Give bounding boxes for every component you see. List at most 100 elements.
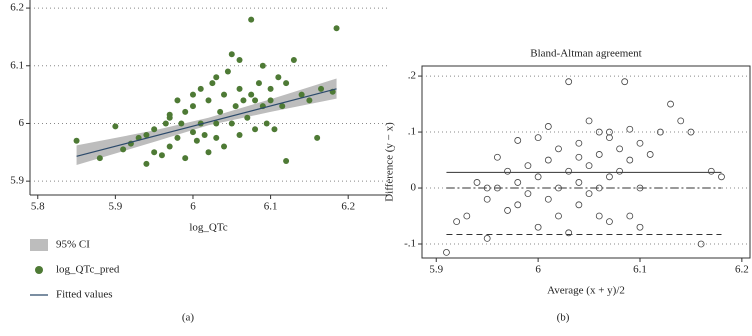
data-point — [221, 91, 228, 98]
data-point — [646, 151, 654, 158]
data-point — [483, 235, 491, 242]
data-point — [182, 155, 189, 162]
data-point — [575, 179, 583, 186]
data-point — [687, 128, 695, 136]
y-axis-label: Difference (y − x) — [384, 122, 396, 202]
data-point — [524, 162, 532, 170]
y-tick-label: 5.9 — [10, 175, 24, 187]
data-point — [151, 149, 158, 156]
data-point — [182, 108, 189, 115]
data-point — [205, 97, 212, 104]
data-point — [259, 62, 266, 69]
data-point — [493, 184, 501, 192]
legend-swatch — [35, 266, 43, 274]
caption: (a) — [182, 312, 195, 324]
data-point — [224, 68, 231, 75]
data-point — [298, 91, 305, 98]
data-point — [606, 134, 613, 142]
data-point — [120, 146, 127, 153]
data-point — [283, 157, 290, 164]
x-axis-label: log_QTc — [189, 222, 227, 234]
data-point — [236, 132, 243, 138]
data-point — [283, 80, 290, 87]
data-point — [575, 139, 583, 147]
data-point — [514, 201, 522, 209]
data-point — [162, 120, 169, 127]
data-point — [504, 207, 511, 214]
y-tick-label: 6.1 — [10, 59, 24, 71]
data-point — [544, 195, 552, 203]
data-point — [483, 184, 491, 192]
data-point — [575, 201, 583, 209]
data-point — [595, 212, 603, 220]
data-point — [636, 223, 644, 231]
data-point — [493, 153, 501, 161]
data-point — [267, 97, 274, 104]
data-point — [555, 145, 562, 153]
data-point — [252, 97, 259, 104]
data-point — [96, 155, 103, 162]
data-point — [201, 132, 208, 138]
data-point — [585, 117, 593, 125]
data-point — [236, 57, 243, 63]
data-point — [174, 134, 181, 141]
caption: (b) — [557, 312, 570, 324]
data-point — [565, 78, 573, 86]
data-point — [616, 167, 624, 175]
data-point — [267, 85, 274, 92]
data-point — [606, 128, 613, 136]
data-point — [248, 16, 255, 23]
data-point — [585, 190, 593, 198]
data-point — [585, 162, 593, 170]
data-point — [209, 80, 216, 87]
data-point — [656, 128, 664, 136]
data-point — [621, 78, 629, 86]
data-point — [240, 97, 247, 104]
data-point — [534, 134, 542, 142]
data-point — [626, 212, 634, 220]
data-point — [178, 120, 185, 127]
data-point — [306, 97, 313, 104]
data-point — [166, 143, 173, 150]
data-point — [143, 160, 150, 167]
x-tick-label: 6.2 — [341, 201, 355, 213]
data-point — [213, 74, 220, 81]
data-point — [636, 139, 644, 147]
data-point — [606, 173, 613, 181]
y-tick-label: -.1 — [404, 238, 416, 250]
data-point — [193, 137, 200, 144]
data-point — [158, 152, 165, 159]
data-point — [483, 195, 491, 203]
fitted-line — [76, 88, 337, 157]
x-tick-label: 5.9 — [429, 264, 443, 276]
data-point — [189, 103, 196, 110]
data-point — [290, 57, 297, 63]
data-point — [544, 123, 552, 130]
legend-swatch — [30, 239, 48, 251]
data-point — [174, 97, 181, 104]
legend-label: log_QTc_pred — [56, 264, 120, 276]
data-point — [616, 145, 624, 153]
data-point — [252, 126, 259, 133]
x-tick-label: 6 — [190, 201, 196, 213]
data-point — [595, 128, 603, 136]
data-point — [197, 85, 204, 92]
data-point — [279, 103, 286, 110]
plot-frame — [421, 65, 751, 259]
data-point — [217, 108, 224, 115]
data-point — [189, 129, 196, 136]
y-tick-label: 0 — [411, 182, 417, 194]
data-point — [221, 143, 228, 150]
data-point — [333, 25, 340, 32]
data-point — [275, 74, 282, 81]
data-point — [263, 120, 270, 127]
data-point — [213, 134, 220, 141]
data-point — [555, 212, 562, 220]
data-point — [514, 179, 522, 186]
x-axis-label: Average (x + y)/2 — [547, 285, 625, 297]
x-tick-label: 6.2 — [735, 264, 749, 276]
data-point — [244, 114, 251, 121]
data-point — [271, 126, 278, 133]
data-point — [453, 218, 461, 226]
